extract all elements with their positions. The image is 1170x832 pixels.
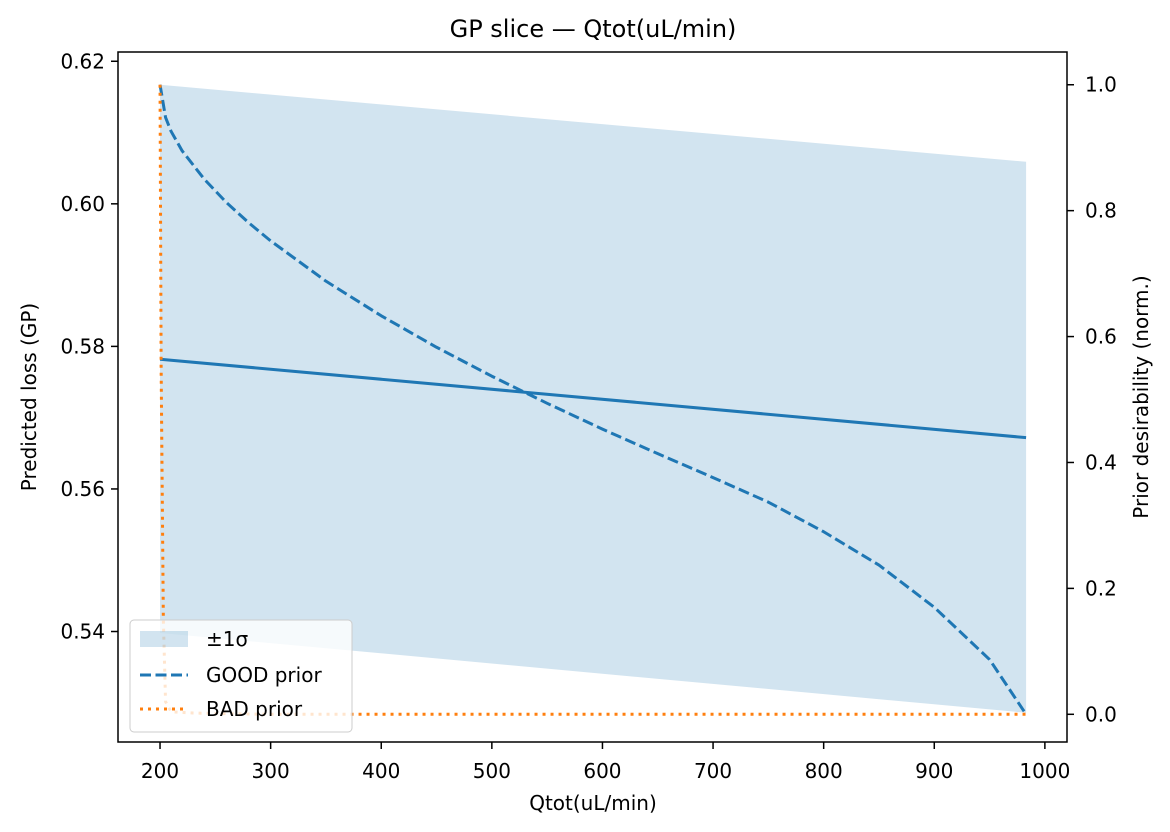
y-tick-label: 0.56 xyxy=(60,477,105,501)
x-tick-label: 1000 xyxy=(1019,759,1070,783)
x-tick-label: 300 xyxy=(252,759,290,783)
x-tick-label: 200 xyxy=(141,759,179,783)
legend-label-bad-prior: BAD prior xyxy=(206,697,303,721)
x-tick-label: 800 xyxy=(805,759,843,783)
y2-tick-label: 0.6 xyxy=(1085,325,1117,349)
good-prior-line xyxy=(158,84,1028,716)
legend-label-good-prior: GOOD prior xyxy=(206,663,322,687)
gp-mean-line xyxy=(159,357,1027,440)
y-tick-label: 0.62 xyxy=(60,49,105,73)
legend: ±1σ GOOD prior BAD prior xyxy=(129,619,353,733)
x-tick-label: 600 xyxy=(583,759,621,783)
legend-frame xyxy=(129,619,353,733)
legend-swatch-band xyxy=(140,631,188,647)
y-axis-ticks: 0.54 0.56 0.58 0.60 0.62 xyxy=(60,49,118,644)
legend-label-band: ±1σ xyxy=(206,627,248,651)
plot-frame xyxy=(117,51,1068,743)
y2-tick-label: 0.0 xyxy=(1085,702,1117,726)
x-tick-label: 400 xyxy=(362,759,400,783)
x-tick-label: 900 xyxy=(915,759,953,783)
y-tick-label: 0.58 xyxy=(60,334,105,358)
y2-tick-label: 0.4 xyxy=(1085,450,1117,474)
x-tick-label: 700 xyxy=(694,759,732,783)
x-tick-label: 500 xyxy=(473,759,511,783)
y-tick-label: 0.54 xyxy=(60,620,105,644)
y2-axis-ticks: 0.0 0.2 0.4 0.6 0.8 1.0 xyxy=(1067,73,1117,726)
x-axis-ticks: 200 300 400 500 600 700 800 900 1000 xyxy=(141,742,1070,783)
series-layer xyxy=(158,84,1028,716)
bad-prior-line xyxy=(158,84,1027,716)
y2-tick-label: 0.2 xyxy=(1085,576,1117,600)
y-tick-label: 0.60 xyxy=(60,192,105,216)
y-axis-label: Predicted loss (GP) xyxy=(17,303,41,491)
y2-tick-label: 0.8 xyxy=(1085,199,1117,223)
chart-title: GP slice — Qtot(uL/min) xyxy=(450,15,737,43)
y2-axis-label: Prior desirability (norm.) xyxy=(1129,275,1153,518)
x-axis-label: Qtot(uL/min) xyxy=(529,791,657,815)
y2-tick-label: 1.0 xyxy=(1085,73,1117,97)
